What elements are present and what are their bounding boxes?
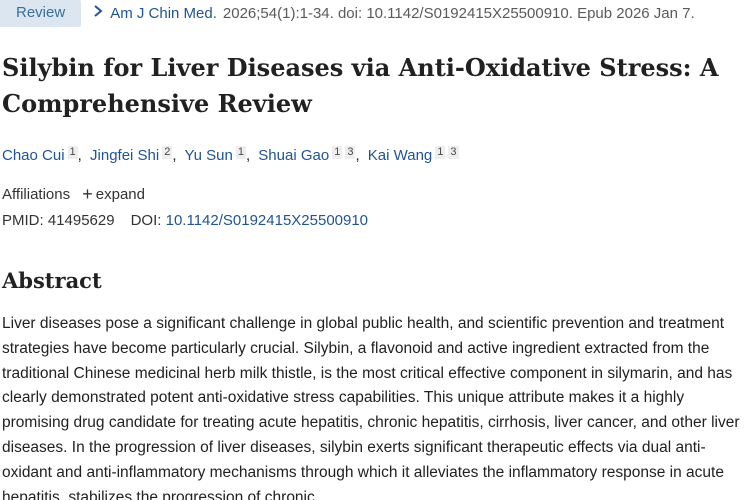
authors-list: Chao Cui 1, Jingfei Shi 2, Yu Sun 1, Shuai …	[2, 146, 459, 164]
pmid-label: PMID:	[2, 212, 44, 229]
pmid-value: 41495629	[47, 212, 115, 229]
author-link[interactable]: Shuai Gao	[258, 147, 330, 164]
expand-label: expand	[95, 186, 145, 203]
journal-citation: Am J Chin Med. 2026;54(1):1-34. doi: 10.…	[93, 4, 695, 23]
affiliation-ref[interactable]: 1	[67, 146, 78, 159]
journal-link[interactable]: Am J Chin Med.	[110, 4, 217, 22]
chevron-right-icon[interactable]	[93, 4, 107, 23]
abstract-text: Liver diseases pose a significant challe…	[2, 315, 740, 500]
author-link[interactable]: Yu Sun	[184, 147, 233, 164]
affiliation-ref[interactable]: 3	[345, 146, 356, 159]
author-link[interactable]: Kai Wang	[367, 147, 433, 164]
affiliation-ref[interactable]: 1	[235, 146, 246, 159]
doi-link[interactable]: 10.1142/S0192415X25500910	[165, 212, 369, 229]
author-separator: ,	[77, 147, 82, 164]
affiliation-ref[interactable]: 3	[448, 146, 459, 159]
affiliations-label: Affiliations	[2, 186, 71, 203]
author-separator: ,	[355, 147, 360, 164]
affiliations-row: Affiliations + expand	[2, 184, 145, 205]
abstract-heading: Abstract	[2, 268, 102, 293]
affiliation-ref[interactable]: 2	[162, 146, 173, 159]
publication-type-badge: Review	[0, 0, 82, 27]
plus-icon: +	[82, 184, 93, 204]
article-title: Silybin for Liver Diseases via Anti-Oxid…	[2, 53, 719, 118]
identifiers-row: PMID: 41495629 DOI: 10.1142/S0192415X2550…	[2, 212, 368, 229]
doi-label: DOI:	[130, 212, 162, 229]
author-separator: ,	[172, 147, 177, 164]
author-separator: ,	[245, 147, 251, 164]
citation-bar: Review Am J Chin Med. 2026;54(1):1-34. d…	[0, 0, 695, 27]
affiliation-ref[interactable]: 1	[435, 146, 446, 159]
citation-details: 2026;54(1):1-34. doi: 10.1142/S0192415X2…	[222, 4, 695, 22]
author-link[interactable]: Chao Cui	[2, 147, 65, 164]
author-link[interactable]: Jingfei Shi	[90, 147, 160, 164]
expand-affiliations-button[interactable]: + expand	[82, 184, 145, 204]
affiliation-ref[interactable]: 1	[332, 146, 343, 159]
